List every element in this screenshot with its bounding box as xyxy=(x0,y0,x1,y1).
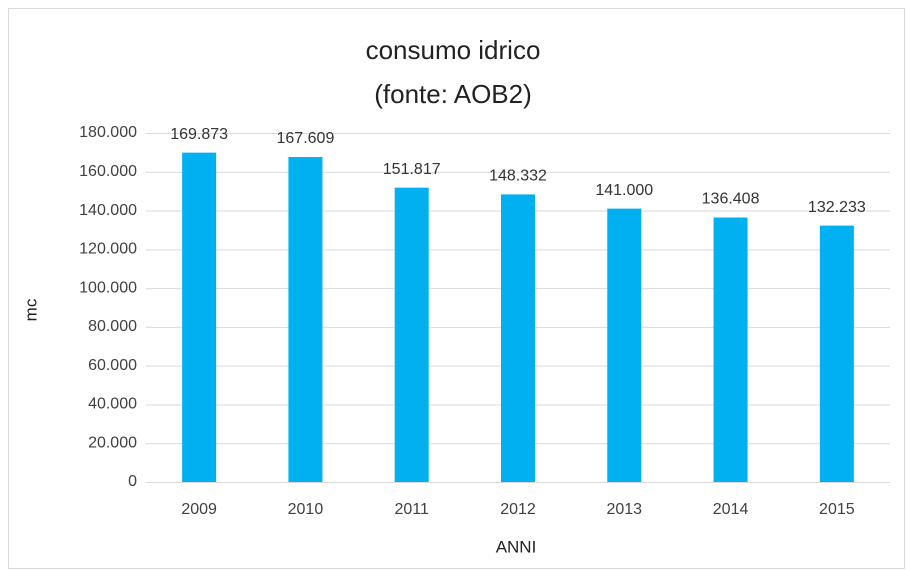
bar xyxy=(394,187,429,482)
value-label: 141.000 xyxy=(595,182,653,199)
x-axis-label: ANNI xyxy=(496,537,537,556)
bar xyxy=(501,194,535,482)
value-label: 167.609 xyxy=(277,130,335,147)
x-tick-label: 2015 xyxy=(819,501,855,518)
y-tick-label: 60.000 xyxy=(88,357,137,374)
y-tick-label: 100.000 xyxy=(79,279,137,296)
x-tick-label: 2009 xyxy=(181,501,217,518)
value-label: 169.873 xyxy=(170,126,228,143)
y-tick-label: 40.000 xyxy=(88,396,137,413)
x-tick-label: 2010 xyxy=(288,501,324,518)
value-label: 148.332 xyxy=(489,168,547,185)
bar xyxy=(607,208,642,482)
value-label: 136.408 xyxy=(702,191,760,208)
value-label: 132.233 xyxy=(808,199,866,216)
y-tick-label: 160.000 xyxy=(79,163,137,180)
x-tick-label: 2011 xyxy=(395,501,430,518)
bar xyxy=(288,157,323,482)
bar xyxy=(713,217,748,482)
y-axis-label: mc xyxy=(21,298,40,321)
y-tick-label: 120.000 xyxy=(79,241,137,258)
x-tick-label: 2013 xyxy=(606,501,642,518)
chart-subtitle: (fonte: AOB2) xyxy=(374,79,532,109)
y-tick-label: 20.000 xyxy=(88,434,137,451)
x-tick-label: 2012 xyxy=(500,501,536,518)
x-tick-label: 2014 xyxy=(713,501,749,518)
y-tick-label: 0 xyxy=(128,473,137,490)
y-tick-label: 180.000 xyxy=(79,124,137,141)
y-tick-label: 140.000 xyxy=(79,202,137,219)
bar xyxy=(182,152,217,482)
bar xyxy=(819,225,854,482)
y-tick-label: 80.000 xyxy=(88,318,137,335)
value-label: 151.817 xyxy=(383,161,441,178)
chart-title: consumo idrico xyxy=(366,35,541,65)
